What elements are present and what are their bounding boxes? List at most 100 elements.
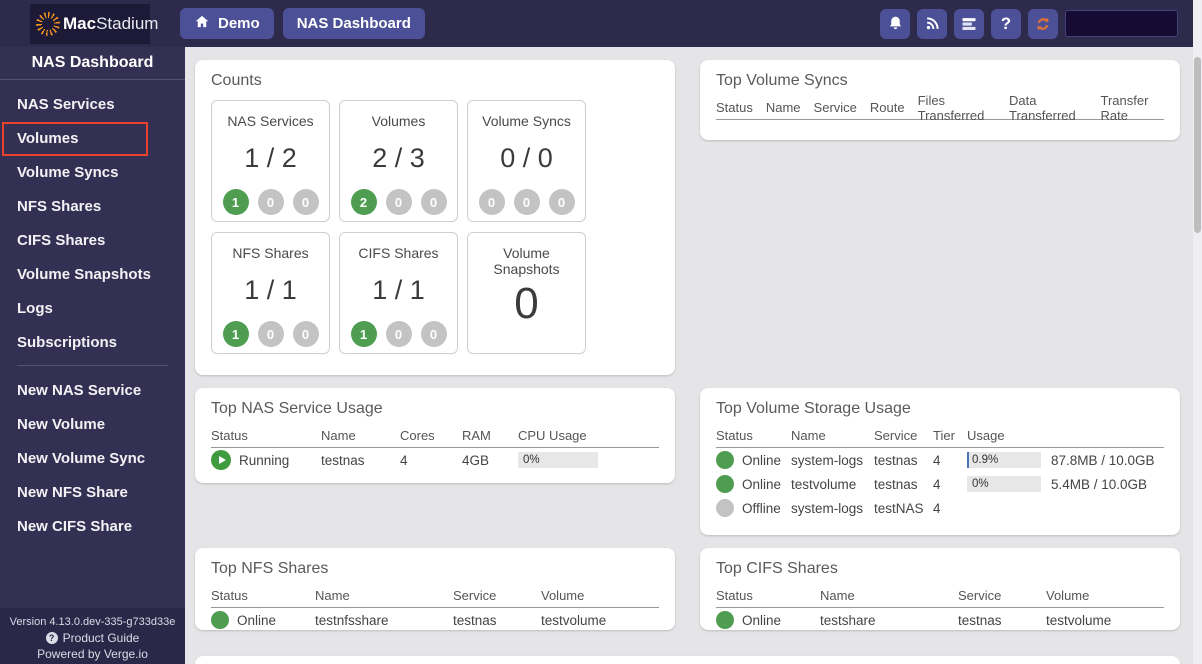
- card-value: 1 / 1: [244, 275, 297, 305]
- status-cell: Online: [716, 611, 820, 629]
- sidebar-item-label: NAS Services: [17, 95, 115, 113]
- table-row[interactable]: Running testnas 4 4GB 0%: [211, 448, 659, 472]
- demo-button-label: Demo: [218, 15, 260, 32]
- table-row[interactable]: Online testvolume testnas 4 0% 5.4MB / 1…: [716, 472, 1164, 496]
- column-header: Tier: [933, 428, 955, 443]
- card-value: 2 / 3: [372, 143, 425, 173]
- sidebar-item-volume-snapshots[interactable]: Volume Snapshots: [0, 257, 185, 291]
- sidebar-divider: [17, 365, 168, 366]
- panel-title: Top Volume Storage Usage: [716, 400, 911, 417]
- service-cell: testNAS: [874, 500, 924, 516]
- topbar: Mac Stadium Demo NAS Dashboard: [0, 0, 1202, 47]
- sidebar-item-nas-services[interactable]: NAS Services: [0, 87, 185, 121]
- table-header-row: Status Name Service Tier Usage: [716, 424, 1164, 448]
- partial-bottom-panel: [195, 656, 1180, 664]
- column-header: Service: [453, 588, 497, 603]
- name-cell: testnfsshare: [315, 612, 389, 628]
- service-cell: testnas: [453, 612, 497, 628]
- card-label: CIFS Shares: [358, 245, 439, 261]
- product-guide-link[interactable]: ? Product Guide: [0, 630, 185, 646]
- sidebar-item-logs[interactable]: Logs: [0, 291, 185, 325]
- sidebar-item-new-nfs-share[interactable]: New NFS Share: [0, 475, 185, 509]
- powered-by-link[interactable]: Powered by Verge.io: [37, 647, 148, 661]
- sidebar-item-label: New NAS Service: [17, 381, 142, 399]
- sidebar-item-new-volume-sync[interactable]: New Volume Sync: [0, 441, 185, 475]
- card-label: NFS Shares: [232, 245, 309, 261]
- table-row[interactable]: Offline system-logs testNAS 4: [716, 496, 1164, 520]
- search-input[interactable]: [1065, 10, 1178, 37]
- column-header: CPU Usage: [518, 428, 587, 443]
- status-badge: 0: [257, 189, 284, 215]
- status-badge: 1: [222, 321, 249, 347]
- count-card-nas-services[interactable]: NAS Services 1 / 2 1 0 0: [211, 100, 330, 222]
- sidebar-item-cifs-shares[interactable]: CIFS Shares: [0, 223, 185, 257]
- column-header: Name: [791, 428, 826, 443]
- nas-dashboard-button[interactable]: NAS Dashboard: [282, 8, 425, 39]
- top-nas-service-usage-panel: Top NAS Service Usage Status Name Cores …: [195, 388, 675, 483]
- refresh-icon: [1034, 15, 1052, 33]
- column-header: Status: [716, 428, 753, 443]
- usage-cell: 0% 5.4MB / 10.0GB: [967, 476, 1164, 492]
- panel-title: Top Volume Syncs: [716, 72, 848, 89]
- systems-button[interactable]: [954, 8, 984, 39]
- column-header: RAM: [462, 428, 491, 443]
- top-nfs-shares-panel: Top NFS Shares Status Name Service Volum…: [195, 548, 675, 630]
- main-content: Counts NAS Services 1 / 2 1 0 0 Volumes …: [185, 47, 1202, 664]
- name-cell: system-logs: [791, 452, 864, 468]
- status-badge: 2: [350, 189, 377, 215]
- card-value: 1 / 2: [244, 143, 297, 173]
- sidebar-item-new-nas-service[interactable]: New NAS Service: [0, 373, 185, 407]
- sidebar-item-nfs-shares[interactable]: NFS Shares: [0, 189, 185, 223]
- column-header: Name: [820, 588, 855, 603]
- question-circle-icon: ?: [45, 632, 58, 644]
- sidebar-item-subscriptions[interactable]: Subscriptions: [0, 325, 185, 359]
- notifications-button[interactable]: [880, 8, 910, 39]
- counts-cards: NAS Services 1 / 2 1 0 0 Volumes 2 / 3 2…: [211, 100, 659, 354]
- sidebar-title: NAS Dashboard: [0, 47, 185, 80]
- status-badge: 0: [385, 189, 412, 215]
- feed-button[interactable]: [917, 8, 947, 39]
- count-card-nfs-shares[interactable]: NFS Shares 1 / 1 1 0 0: [211, 232, 330, 354]
- sidebar-item-label: Volumes: [17, 129, 79, 147]
- sidebar-item-new-cifs-share[interactable]: New CIFS Share: [0, 509, 185, 543]
- logo-text-stadium: Stadium: [96, 13, 159, 33]
- count-card-volume-snapshots[interactable]: Volume Snapshots 0: [467, 232, 586, 354]
- sidebar-item-volume-syncs[interactable]: Volume Syncs: [0, 155, 185, 189]
- column-header: Service: [813, 100, 857, 115]
- tier-cell: 4: [933, 452, 941, 468]
- card-label: Volumes: [371, 113, 426, 129]
- column-header: Volume: [541, 588, 585, 603]
- usage-detail: 5.4MB / 10.0GB: [1051, 476, 1148, 492]
- status-badge: 0: [257, 321, 284, 347]
- macstadium-logo[interactable]: Mac Stadium: [30, 3, 158, 44]
- count-card-volume-syncs[interactable]: Volume Syncs 0 / 0 0 0 0: [467, 100, 586, 222]
- starburst-icon: [36, 11, 60, 36]
- panel-title: Top NAS Service Usage: [211, 400, 383, 417]
- sidebar-item-label: Volume Syncs: [17, 163, 119, 181]
- scrollbar-thumb[interactable]: [1194, 57, 1201, 233]
- demo-button[interactable]: Demo: [180, 8, 274, 39]
- column-header: Route: [869, 100, 905, 115]
- sidebar-item-label: Logs: [17, 299, 53, 317]
- sidebar-item-volumes[interactable]: Volumes: [0, 121, 185, 156]
- volume-cell: testvolume: [541, 612, 607, 628]
- status-label: Offline: [742, 500, 781, 516]
- card-badges: 2 0 0: [340, 189, 457, 215]
- online-status-icon: [716, 451, 734, 469]
- table-row[interactable]: Online testnfsshare testnas testvolume: [211, 608, 659, 632]
- refresh-button[interactable]: [1028, 8, 1058, 39]
- count-card-cifs-shares[interactable]: CIFS Shares 1 / 1 1 0 0: [339, 232, 458, 354]
- help-button[interactable]: ?: [991, 8, 1021, 39]
- sidebar-item-label: NFS Shares: [17, 197, 102, 215]
- panel-title: Counts: [211, 72, 262, 89]
- count-card-volumes[interactable]: Volumes 2 / 3 2 0 0: [339, 100, 458, 222]
- rss-icon: [924, 15, 941, 32]
- status-label: Online: [237, 612, 277, 628]
- column-header: Status: [716, 100, 753, 115]
- card-label: Volume Syncs: [482, 113, 571, 129]
- sidebar-item-label: New CIFS Share: [17, 517, 133, 535]
- table-row[interactable]: Online testshare testnas testvolume: [716, 608, 1164, 632]
- sidebar-item-new-volume[interactable]: New Volume: [0, 407, 185, 441]
- table-row[interactable]: Online system-logs testnas 4 0.9% 87.8MB…: [716, 448, 1164, 472]
